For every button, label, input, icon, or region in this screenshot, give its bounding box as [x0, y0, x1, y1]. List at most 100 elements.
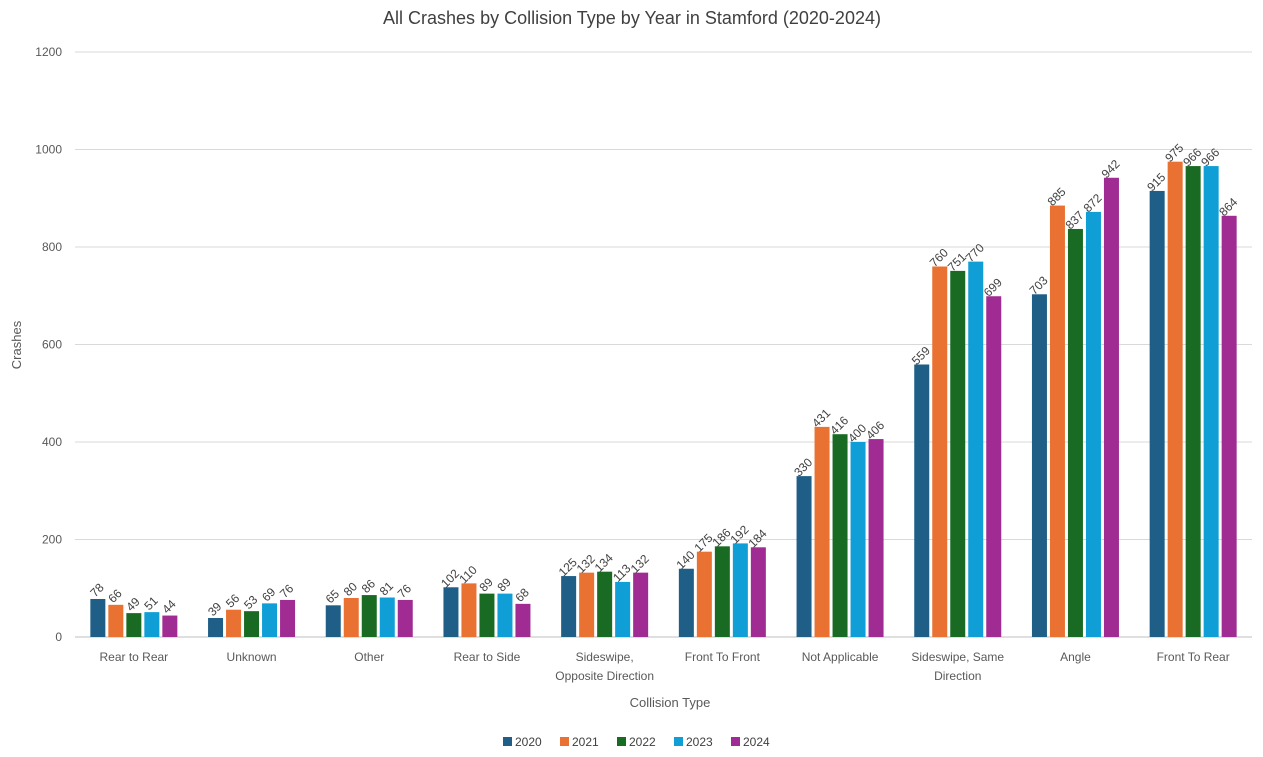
- y-tick-label: 0: [55, 630, 62, 644]
- data-label: 49: [123, 594, 143, 614]
- bar-2022: [126, 613, 142, 637]
- data-label: 703: [1027, 273, 1051, 297]
- gridlines: [75, 51, 1252, 638]
- bar-2023: [968, 261, 984, 637]
- bar-2020: [561, 576, 577, 637]
- bar-2021: [108, 604, 124, 637]
- x-axis-ticks: Rear to Rear Unknown Other Rear to Side Side…: [99, 650, 1229, 683]
- bar-2021: [461, 583, 477, 637]
- data-label: 942: [1099, 157, 1123, 181]
- y-tick-label: 400: [42, 435, 62, 449]
- bar-2021: [579, 572, 595, 637]
- x-tick-label: Front To Front: [685, 650, 761, 664]
- bar-2020: [1031, 294, 1047, 637]
- bar-2021: [696, 551, 712, 637]
- bar-2023: [1085, 211, 1101, 637]
- bars: [90, 161, 1237, 638]
- bar-2020: [1149, 190, 1165, 637]
- bar-2020: [796, 476, 812, 637]
- data-label: 915: [1144, 170, 1168, 194]
- legend: 2020 2021 2022 2023 2024: [503, 735, 770, 749]
- legend-label-2024: 2024: [743, 735, 770, 749]
- bar-2024: [633, 572, 649, 637]
- data-label: 559: [909, 343, 933, 367]
- bar-2023: [615, 581, 631, 637]
- bar-2021: [226, 609, 242, 637]
- data-label: 330: [791, 455, 815, 479]
- bar-2021: [932, 266, 948, 637]
- bar-2024: [868, 439, 884, 637]
- bar-2024: [162, 615, 178, 637]
- bar-2023: [262, 603, 278, 637]
- x-tick-label: Rear to Rear: [99, 650, 168, 664]
- data-label: 864: [1216, 195, 1240, 219]
- data-label: 86: [359, 576, 379, 596]
- bar-2020: [325, 605, 341, 637]
- bar-2022: [1185, 166, 1201, 637]
- x-tick-label: Other: [354, 650, 384, 664]
- legend-swatch-2022: [617, 737, 626, 746]
- legend-label-2020: 2020: [515, 735, 542, 749]
- data-label: 39: [205, 599, 225, 619]
- legend-label-2023: 2023: [686, 735, 713, 749]
- data-label: 966: [1198, 145, 1222, 169]
- legend-label-2021: 2021: [572, 735, 599, 749]
- bar-2020: [914, 364, 930, 637]
- legend-swatch-2024: [731, 737, 740, 746]
- y-axis-title: Crashes: [9, 320, 24, 369]
- bar-2022: [714, 546, 730, 637]
- bar-2022: [479, 593, 495, 637]
- data-label: 53: [241, 592, 261, 612]
- data-label: 885: [1045, 184, 1069, 208]
- bar-2024: [1103, 177, 1119, 637]
- data-label: 699: [981, 275, 1005, 299]
- legend-swatch-2021: [560, 737, 569, 746]
- legend-swatch-2020: [503, 737, 512, 746]
- x-tick-label: Sideswipe, Opposite Direction: [555, 650, 654, 683]
- bar-2022: [244, 611, 260, 637]
- y-tick-label: 1000: [35, 143, 62, 157]
- y-tick-label: 200: [42, 533, 62, 547]
- bar-2022: [597, 571, 613, 637]
- bar-2024: [1221, 215, 1237, 638]
- data-label: 66: [105, 586, 125, 606]
- bar-2024: [515, 603, 531, 637]
- bar-2023: [379, 597, 395, 637]
- data-label: 406: [863, 418, 887, 442]
- data-label: 837: [1063, 208, 1087, 232]
- bar-2021: [343, 598, 359, 637]
- y-axis-ticks: 0 200 400 600 800 1000 1200: [35, 45, 62, 644]
- bar-2020: [208, 617, 224, 637]
- legend-label-2022: 2022: [629, 735, 656, 749]
- data-label: 140: [673, 548, 697, 572]
- data-label: 44: [159, 597, 179, 617]
- x-axis-title: Collision Type: [630, 695, 711, 710]
- legend-swatch-2023: [674, 737, 683, 746]
- bar-2023: [850, 442, 866, 637]
- y-tick-label: 800: [42, 240, 62, 254]
- bar-2024: [280, 599, 296, 637]
- x-tick-label: Rear to Side: [454, 650, 521, 664]
- bar-2020: [443, 587, 459, 637]
- data-label: 80: [341, 579, 361, 599]
- bar-2021: [1049, 205, 1065, 637]
- bar-2024: [750, 547, 766, 637]
- x-tick-label: Front To Rear: [1157, 650, 1230, 664]
- data-label: 110: [456, 563, 480, 587]
- bar-2024: [986, 296, 1002, 637]
- bar-2021: [1167, 161, 1183, 637]
- bar-2022: [361, 595, 377, 637]
- data-label: 81: [377, 579, 397, 599]
- data-label: 78: [87, 580, 107, 600]
- bar-2021: [814, 426, 830, 637]
- data-label: 56: [223, 591, 243, 611]
- data-label: 76: [395, 581, 415, 601]
- x-tick-label: Angle: [1060, 650, 1091, 664]
- y-tick-label: 1200: [35, 45, 62, 59]
- bar-2022: [950, 270, 966, 637]
- data-label: 184: [745, 526, 769, 550]
- bar-2020: [678, 568, 694, 637]
